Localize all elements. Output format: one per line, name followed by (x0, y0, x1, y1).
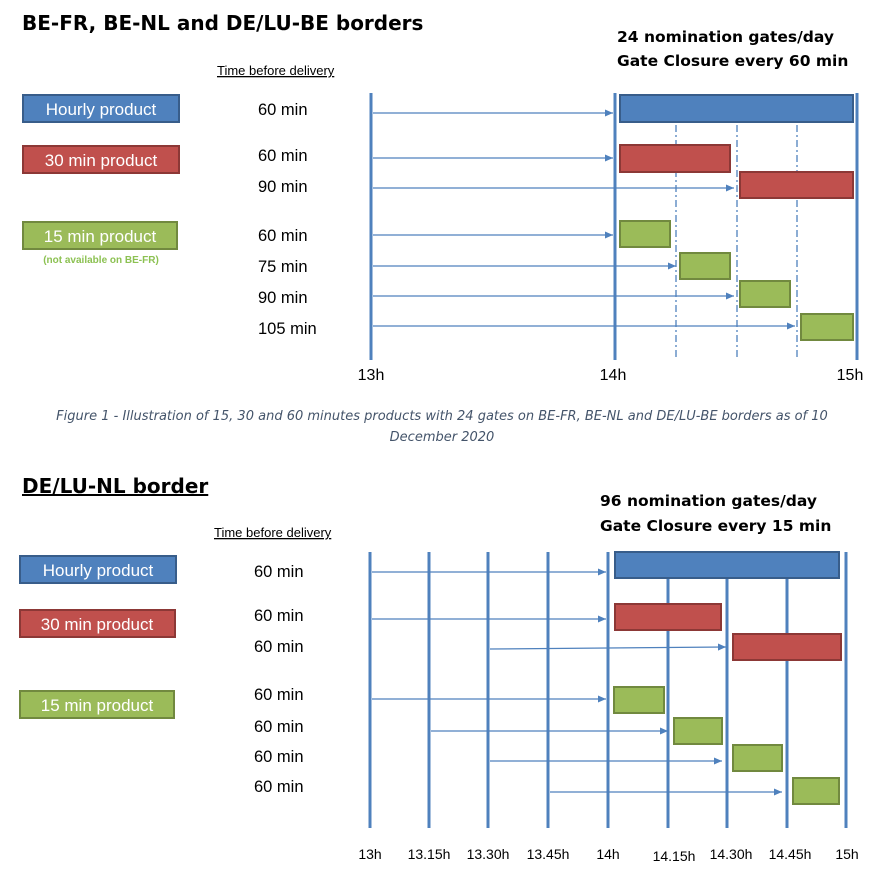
s1-bar-30-b (739, 171, 854, 199)
s1-lead-15-b: 75 min (258, 258, 308, 276)
s2-lead-30-b: 60 min (254, 638, 304, 656)
svg-text:Hourly product: Hourly product (43, 561, 154, 580)
s2-bar-15-a (613, 686, 665, 714)
s2-bar-15-b (673, 717, 723, 745)
section2-30min-product-label: 30 min product (19, 609, 176, 638)
svg-text:30 min product: 30 min product (45, 151, 158, 170)
section1-hourly-product-label: Hourly product (22, 94, 180, 123)
s1-lead-hourly: 60 min (258, 101, 308, 119)
s1-bar-15-c (739, 280, 791, 308)
section2-hourly-product-label: Hourly product (19, 555, 177, 584)
svg-text:15 min product: 15 min product (41, 696, 154, 715)
s1-bar-hourly (619, 94, 854, 123)
s1-lead-15-a: 60 min (258, 227, 308, 245)
section1-gate-closure: Gate Closure every 60 min (617, 52, 848, 70)
svg-text:Hourly product: Hourly product (46, 100, 157, 119)
s1-bar-15-b (679, 252, 731, 280)
section2-title: DE/LU-NL border (22, 474, 208, 498)
s1-lead-30-b: 90 min (258, 178, 308, 196)
figure-caption-line2: December 2020 (390, 430, 495, 445)
section1-15min-product-label: 15 min product (22, 221, 178, 250)
section1-gates-count: 24 nomination gates/day (617, 28, 834, 46)
s2-tick-13h: 13h (358, 846, 381, 862)
s2-tick-14-30: 14.30h (710, 846, 753, 862)
s1-lead-15-d: 105 min (258, 320, 317, 338)
s1-tick-13h: 13h (358, 367, 385, 384)
s1-tick-15h: 15h (837, 367, 864, 384)
s2-bar-15-d (792, 777, 840, 805)
s2-lead-15-c: 60 min (254, 748, 304, 766)
s2-tick-13-30: 13.30h (467, 846, 510, 862)
s2-lead-15-a: 60 min (254, 686, 304, 704)
svg-text:30 min product: 30 min product (41, 615, 154, 634)
svg-text:15 min product: 15 min product (44, 227, 157, 246)
s2-tick-14h: 14h (596, 846, 619, 862)
s2-tick-14-15: 14.15h (653, 848, 696, 864)
s1-bar-15-a (619, 220, 671, 248)
s2-bar-30-b (732, 633, 842, 661)
s2-tick-13-45: 13.45h (527, 846, 570, 862)
figure-caption-line1: Figure 1 - Illustration of 15, 30 and 60… (56, 409, 828, 424)
section1-30min-product-label: 30 min product (22, 145, 180, 174)
s2-lead-15-d: 60 min (254, 778, 304, 796)
s1-tick-14h: 14h (600, 367, 627, 384)
s2-tick-14-45: 14.45h (769, 846, 812, 862)
s2-lead-30-a: 60 min (254, 607, 304, 625)
s1-bar-15-d (800, 313, 854, 341)
section2-gate-closure: Gate Closure every 15 min (600, 517, 831, 535)
section2-15min-product-label: 15 min product (19, 690, 175, 719)
s2-arrow-30-b (489, 643, 727, 651)
s2-bar-hourly (614, 551, 840, 579)
section1-title: BE-FR, BE-NL and DE/LU-BE borders (22, 11, 423, 35)
s1-lead-30-a: 60 min (258, 147, 308, 165)
s1-lead-15-c: 90 min (258, 289, 308, 307)
s2-bar-30-a (614, 603, 722, 631)
s2-lead-15-b: 60 min (254, 718, 304, 736)
s1-bar-30-a (619, 144, 731, 173)
s2-bar-15-c (732, 744, 783, 772)
s2-lead-hourly: 60 min (254, 563, 304, 581)
s2-tick-13-15: 13.15h (408, 846, 451, 862)
section2-time-before-delivery-header: Time before delivery (214, 525, 332, 540)
section2-gates-count: 96 nomination gates/day (600, 492, 817, 510)
section1-time-before-delivery-header: Time before delivery (217, 63, 335, 78)
s2-tick-15h: 15h (835, 846, 858, 862)
section1-15min-note: (not available on BE-FR) (43, 255, 159, 266)
